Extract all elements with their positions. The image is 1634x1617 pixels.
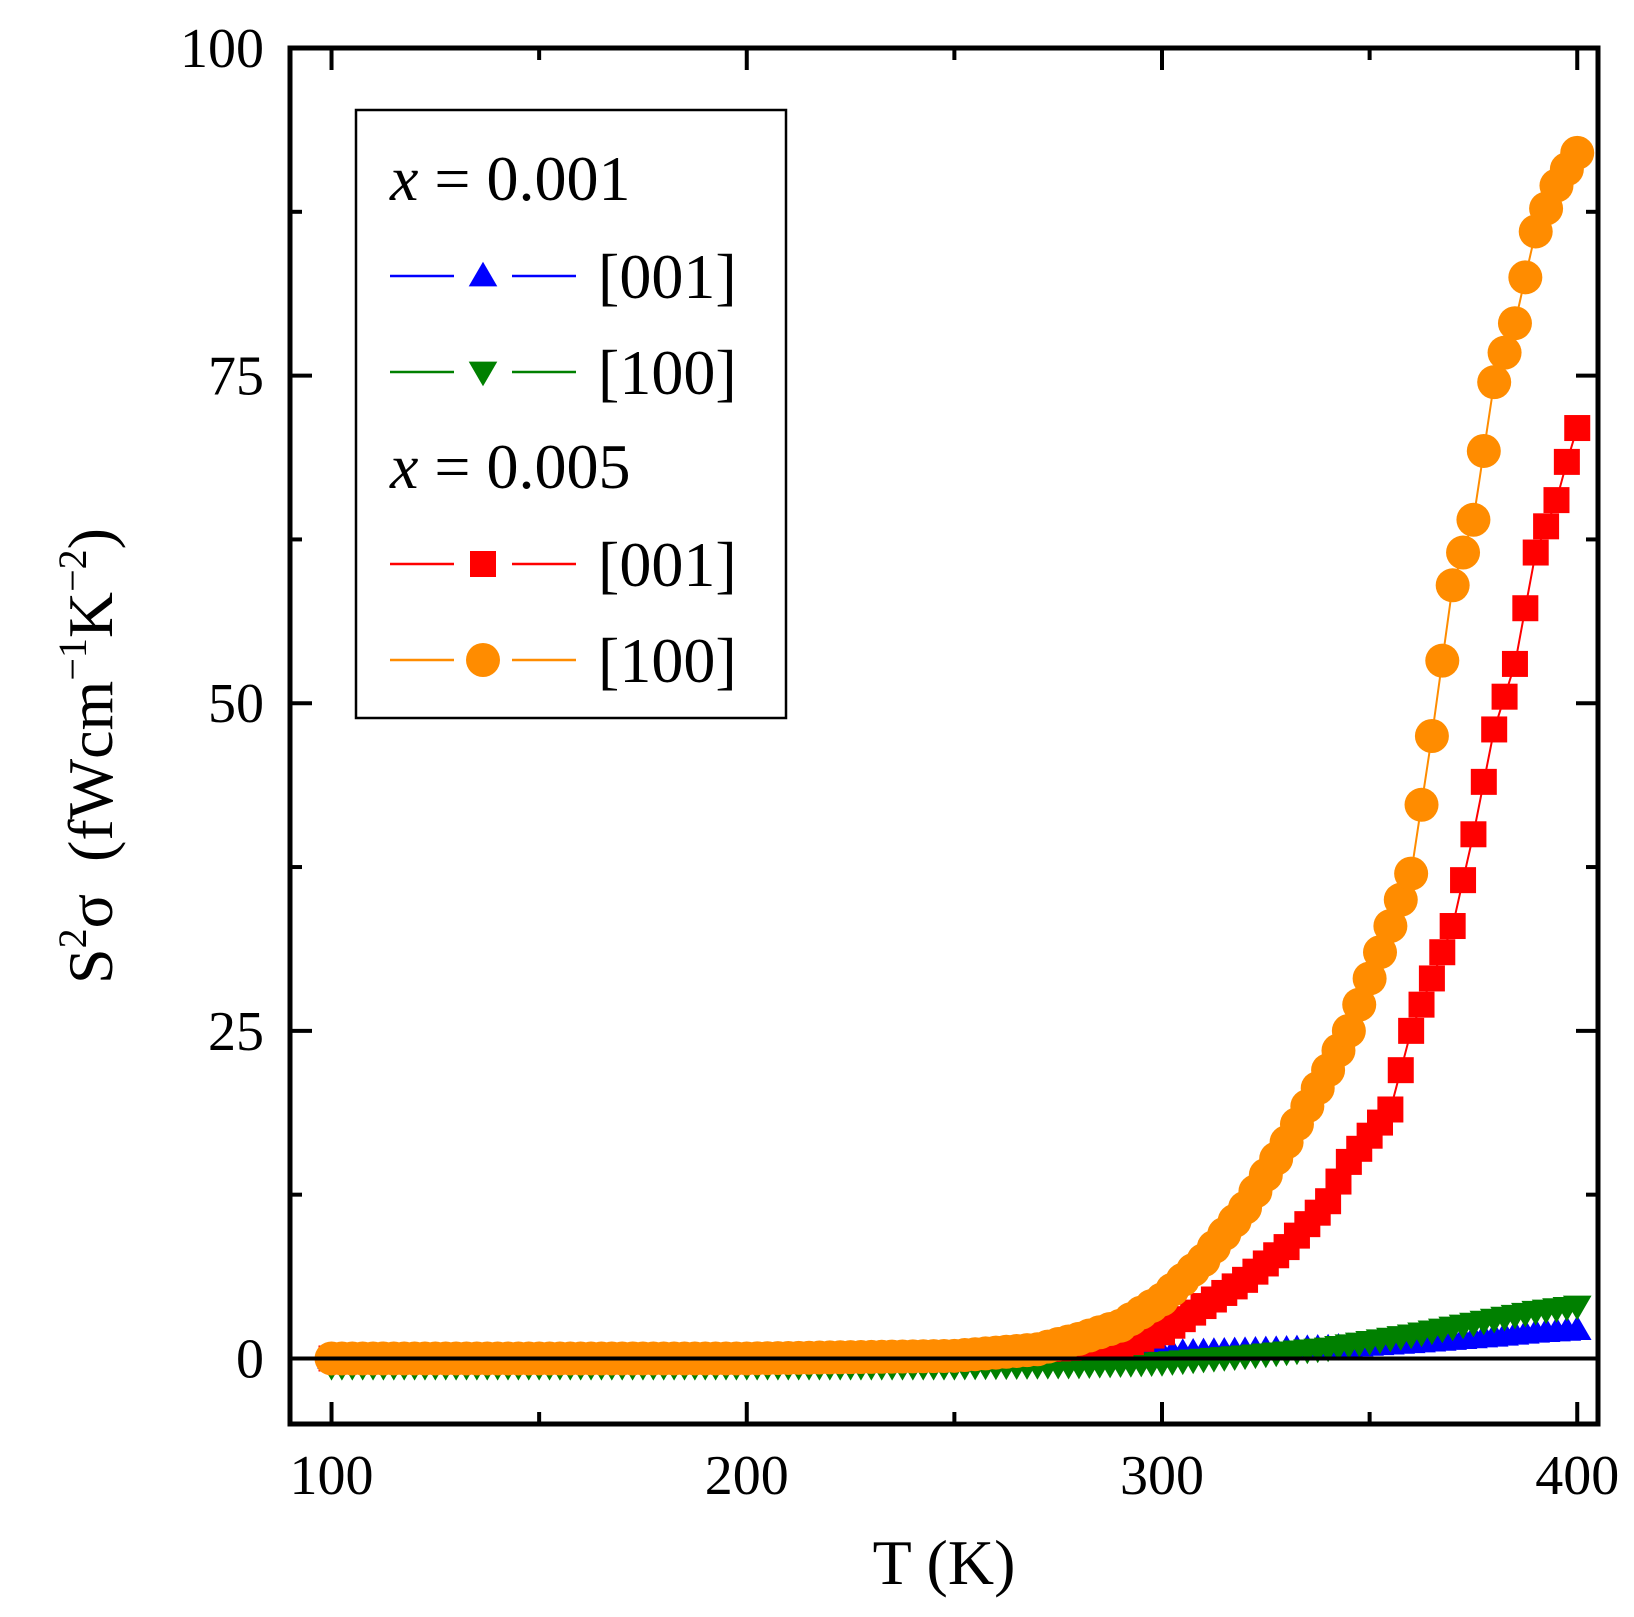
data-point [1508,260,1543,295]
data-point [1564,415,1591,442]
legend-label: [100] [598,625,737,696]
data-point [1543,487,1570,514]
data-point [1387,1057,1414,1084]
svg-text:S2σ (fWcm−1K−2): S2σ (fWcm−1K−2) [50,528,126,984]
data-point [1553,448,1580,475]
data-point [1377,1096,1404,1123]
y-axis-title-sup1: −1 [50,638,95,681]
data-point [1373,909,1408,944]
legend-marker [470,551,496,577]
legend-group-label: x = 0.001 [389,143,631,214]
data-point [1414,719,1449,753]
data-point [1425,643,1460,678]
data-point [1562,1295,1592,1321]
legend-box [354,108,788,720]
y-tick-label: 50 [208,673,264,735]
legend-label: [001] [598,241,737,312]
data-point [1352,961,1387,996]
legend-marker [468,261,498,287]
y-axis-title-sup2: −2 [50,549,95,592]
y-axis-title-base: S [55,948,126,984]
data-point [1456,502,1491,537]
legend-group-var: x [389,431,418,502]
tick-labels: 100 200 300 400 0 25 50 75 100 [180,18,1619,1507]
data-point [1466,433,1501,468]
legend: x = 0.001 [001] [100] x = 0.005 [001] [100] [354,108,788,720]
legend-label: [100] [598,337,737,408]
data-point [1562,1315,1592,1341]
data-point [1383,882,1418,917]
y-tick-label: 0 [236,1328,264,1390]
y-axis-title-base-sup: 2 [50,928,95,948]
data-point [1331,1013,1366,1048]
legend-label: [001] [598,529,737,600]
data-point [1394,856,1429,891]
data-point [1450,867,1477,894]
y-axis-title-units-open: (fWcm [55,681,126,894]
y-axis-title-units-close: ) [55,528,126,549]
y-axis-title-units-mid: K [55,592,126,638]
data-point [1470,768,1497,795]
data-point [1429,939,1456,966]
plot-frame [287,45,1601,1427]
x-tick-label: 400 [1535,1445,1619,1507]
data-point [1439,913,1466,940]
data-point [1342,987,1377,1022]
y-tick-label: 75 [208,346,264,408]
data-point [1446,535,1481,570]
data-point [1460,821,1487,848]
data-point [1435,568,1470,603]
y-axis-title-symbol: σ [55,894,126,929]
y-axis-title: S2σ (fWcm−1K−2) [50,528,126,984]
data-point [1497,306,1532,341]
legend-marker [468,361,498,387]
data-point [1487,335,1522,370]
data-point [1560,135,1595,170]
data-point [1522,539,1549,566]
y-tick-label: 100 [180,18,264,80]
x-axis-title: T (K) [873,1527,1016,1598]
data-point [1418,965,1445,992]
data-point [1501,650,1528,677]
series-layer [314,135,1595,1381]
x-tick-label: 200 [705,1445,789,1507]
data-point [1491,683,1518,710]
legend-group-var: x [389,143,418,214]
legend-group-value: = 0.001 [418,143,630,214]
legend-group-label: x = 0.005 [389,431,631,502]
data-point [1481,716,1508,743]
data-point [1512,595,1539,622]
data-point [1477,365,1512,400]
data-point [1363,935,1397,970]
data-point [1408,991,1435,1018]
legend-marker [466,643,500,677]
x-tick-label: 300 [1120,1445,1204,1507]
data-point [1533,513,1560,540]
legend-group-value: = 0.005 [418,431,630,502]
data-point [1398,1017,1425,1044]
data-point [1404,787,1439,822]
x-tick-label: 100 [290,1445,374,1507]
y-tick-label: 25 [208,1001,264,1063]
